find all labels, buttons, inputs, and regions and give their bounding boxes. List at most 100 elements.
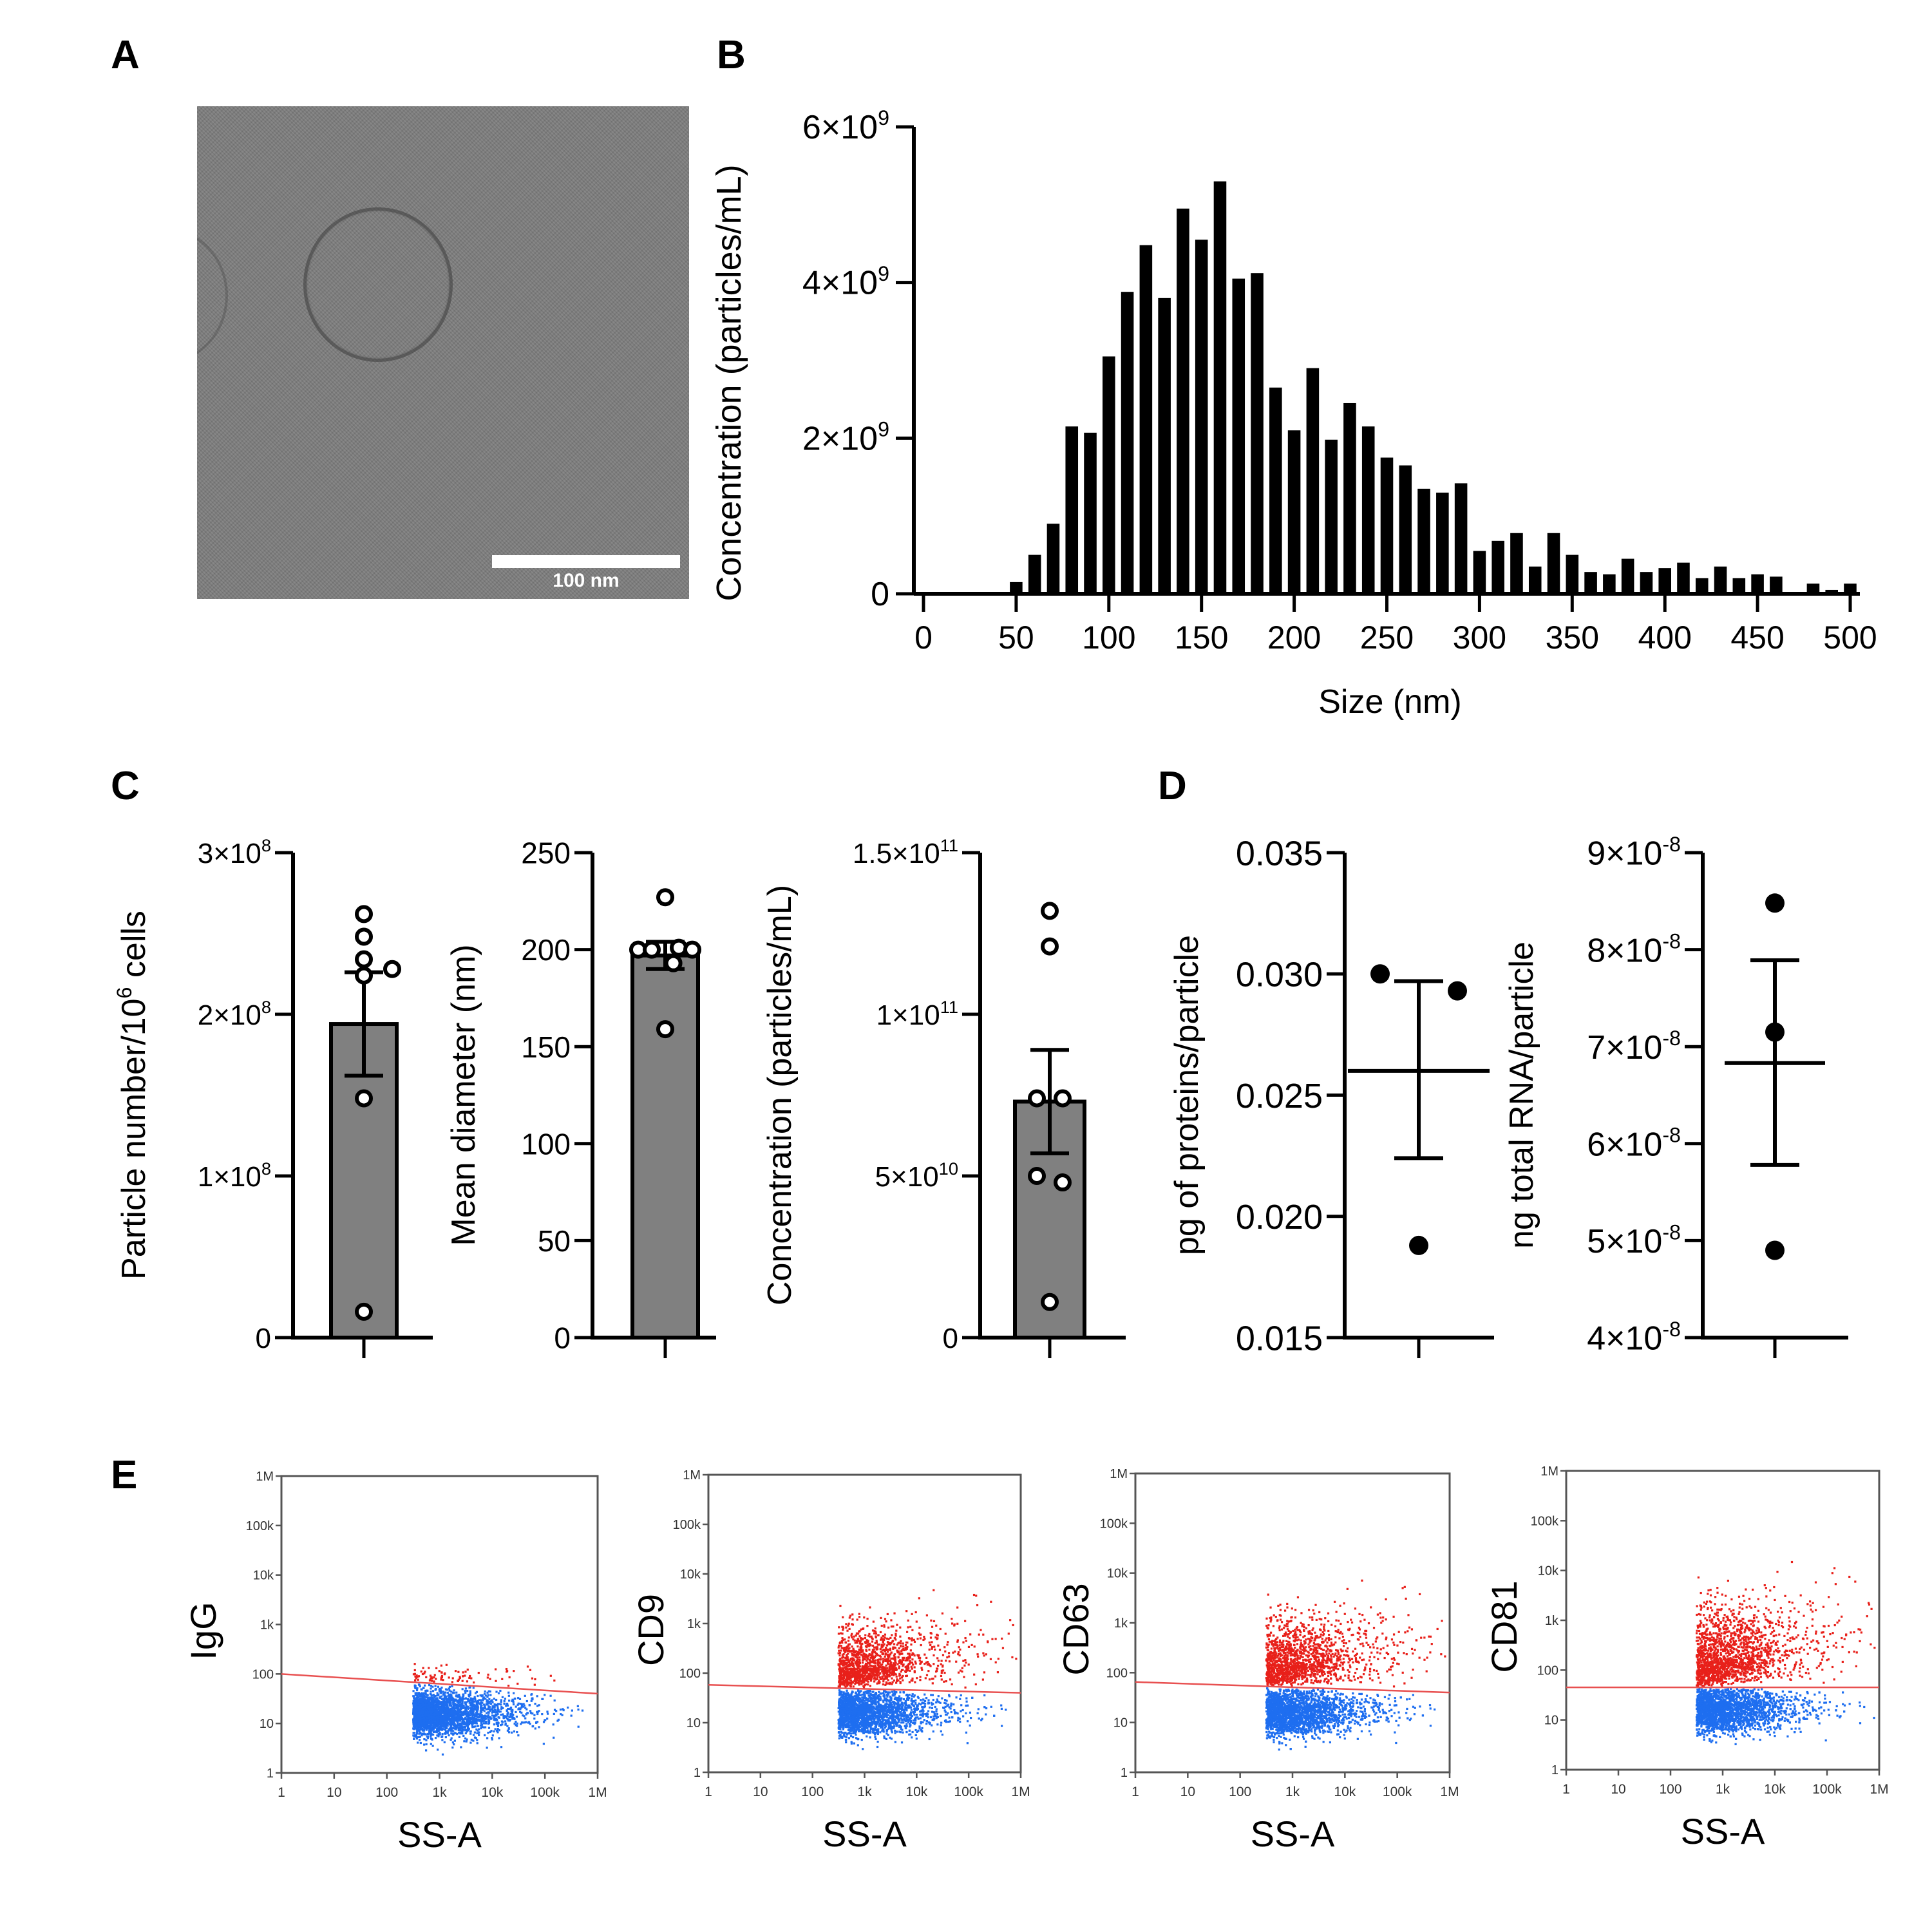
negative-event	[422, 1712, 425, 1715]
negative-event	[497, 1731, 499, 1734]
negative-event	[863, 1699, 866, 1702]
negative-event	[444, 1722, 446, 1725]
negative-event	[960, 1704, 963, 1707]
negative-event	[541, 1712, 544, 1716]
negative-event	[426, 1732, 430, 1736]
negative-event	[501, 1696, 504, 1698]
histogram-bar	[1751, 574, 1764, 594]
negative-event	[904, 1711, 906, 1714]
histogram-bar	[1380, 457, 1394, 594]
x-tick-label: 350	[1546, 620, 1599, 656]
negative-event	[576, 1705, 579, 1707]
positive-event	[466, 1680, 469, 1683]
negative-event	[497, 1703, 499, 1705]
negative-event	[507, 1707, 509, 1710]
negative-event	[450, 1712, 453, 1716]
negative-event	[415, 1692, 418, 1694]
negative-event	[413, 1725, 417, 1728]
negative-event	[507, 1691, 510, 1694]
negative-event	[936, 1712, 938, 1716]
negative-event	[851, 1741, 853, 1744]
negative-event	[487, 1702, 489, 1705]
negative-event	[457, 1694, 460, 1697]
negative-event	[917, 1696, 920, 1700]
scale-bar	[492, 555, 680, 568]
negative-event	[412, 1723, 415, 1725]
negative-event	[542, 1698, 544, 1700]
negative-event	[917, 1729, 920, 1732]
negative-event	[443, 1710, 446, 1713]
negative-event	[497, 1723, 499, 1726]
negative-event	[473, 1736, 477, 1739]
negative-event	[419, 1698, 421, 1700]
negative-event	[439, 1691, 442, 1694]
negative-event	[471, 1703, 474, 1706]
negative-event	[526, 1708, 528, 1710]
negative-event	[876, 1732, 879, 1736]
negative-event	[945, 1713, 948, 1716]
negative-event	[913, 1700, 916, 1703]
negative-event	[844, 1705, 846, 1707]
negative-event	[446, 1691, 449, 1694]
negative-event	[482, 1715, 484, 1718]
negative-event	[426, 1699, 429, 1701]
negative-event	[489, 1718, 492, 1720]
negative-event	[878, 1694, 880, 1696]
positive-event	[553, 1679, 556, 1682]
negative-event	[482, 1699, 484, 1701]
negative-event	[431, 1716, 433, 1719]
negative-event	[533, 1717, 536, 1720]
negative-event	[867, 1700, 870, 1702]
x-tick-label: 1	[705, 1785, 712, 1799]
negative-event	[499, 1689, 502, 1692]
negative-event	[500, 1724, 502, 1727]
negative-event	[473, 1700, 475, 1703]
negative-event	[415, 1732, 419, 1735]
negative-event	[538, 1710, 540, 1712]
negative-event	[488, 1698, 491, 1700]
negative-event	[526, 1700, 528, 1703]
negative-event	[441, 1701, 444, 1704]
x-tick-label: 10k	[905, 1785, 927, 1799]
negative-event	[896, 1717, 898, 1719]
negative-event	[448, 1718, 451, 1721]
negative-event	[424, 1733, 427, 1736]
negative-event	[476, 1707, 479, 1709]
negative-event	[874, 1736, 876, 1738]
negative-event	[857, 1744, 859, 1747]
negative-event	[838, 1702, 840, 1705]
negative-event	[430, 1743, 432, 1745]
negative-event	[920, 1728, 922, 1731]
negative-event	[466, 1728, 469, 1731]
negative-event	[415, 1714, 418, 1717]
negative-event	[428, 1727, 430, 1729]
negative-event	[454, 1732, 457, 1734]
negative-event	[417, 1715, 419, 1718]
positive-event	[495, 1668, 497, 1671]
negative-event	[472, 1717, 475, 1719]
negative-event	[919, 1714, 922, 1716]
y-tick-label: 5×1010	[875, 1159, 958, 1193]
negative-event	[413, 1709, 416, 1712]
negative-event	[864, 1690, 867, 1693]
negative-event	[925, 1723, 928, 1725]
negative-event	[464, 1737, 467, 1740]
negative-event	[432, 1709, 435, 1712]
positive-event	[459, 1676, 461, 1678]
negative-event	[857, 1730, 860, 1732]
positive-event	[531, 1677, 534, 1680]
negative-event	[853, 1742, 856, 1745]
negative-event	[839, 1733, 842, 1736]
y-axis-title: ng total RNA/particle	[1503, 942, 1540, 1249]
negative-event	[477, 1708, 479, 1710]
negative-event	[869, 1731, 871, 1734]
negative-event	[505, 1715, 507, 1718]
negative-event	[931, 1718, 934, 1721]
negative-event	[446, 1709, 449, 1712]
negative-event	[437, 1748, 439, 1751]
y-tick-label: 100	[521, 1127, 571, 1160]
negative-event	[875, 1698, 877, 1701]
negative-event	[460, 1703, 463, 1706]
negative-event	[457, 1716, 460, 1718]
negative-event	[459, 1710, 462, 1713]
